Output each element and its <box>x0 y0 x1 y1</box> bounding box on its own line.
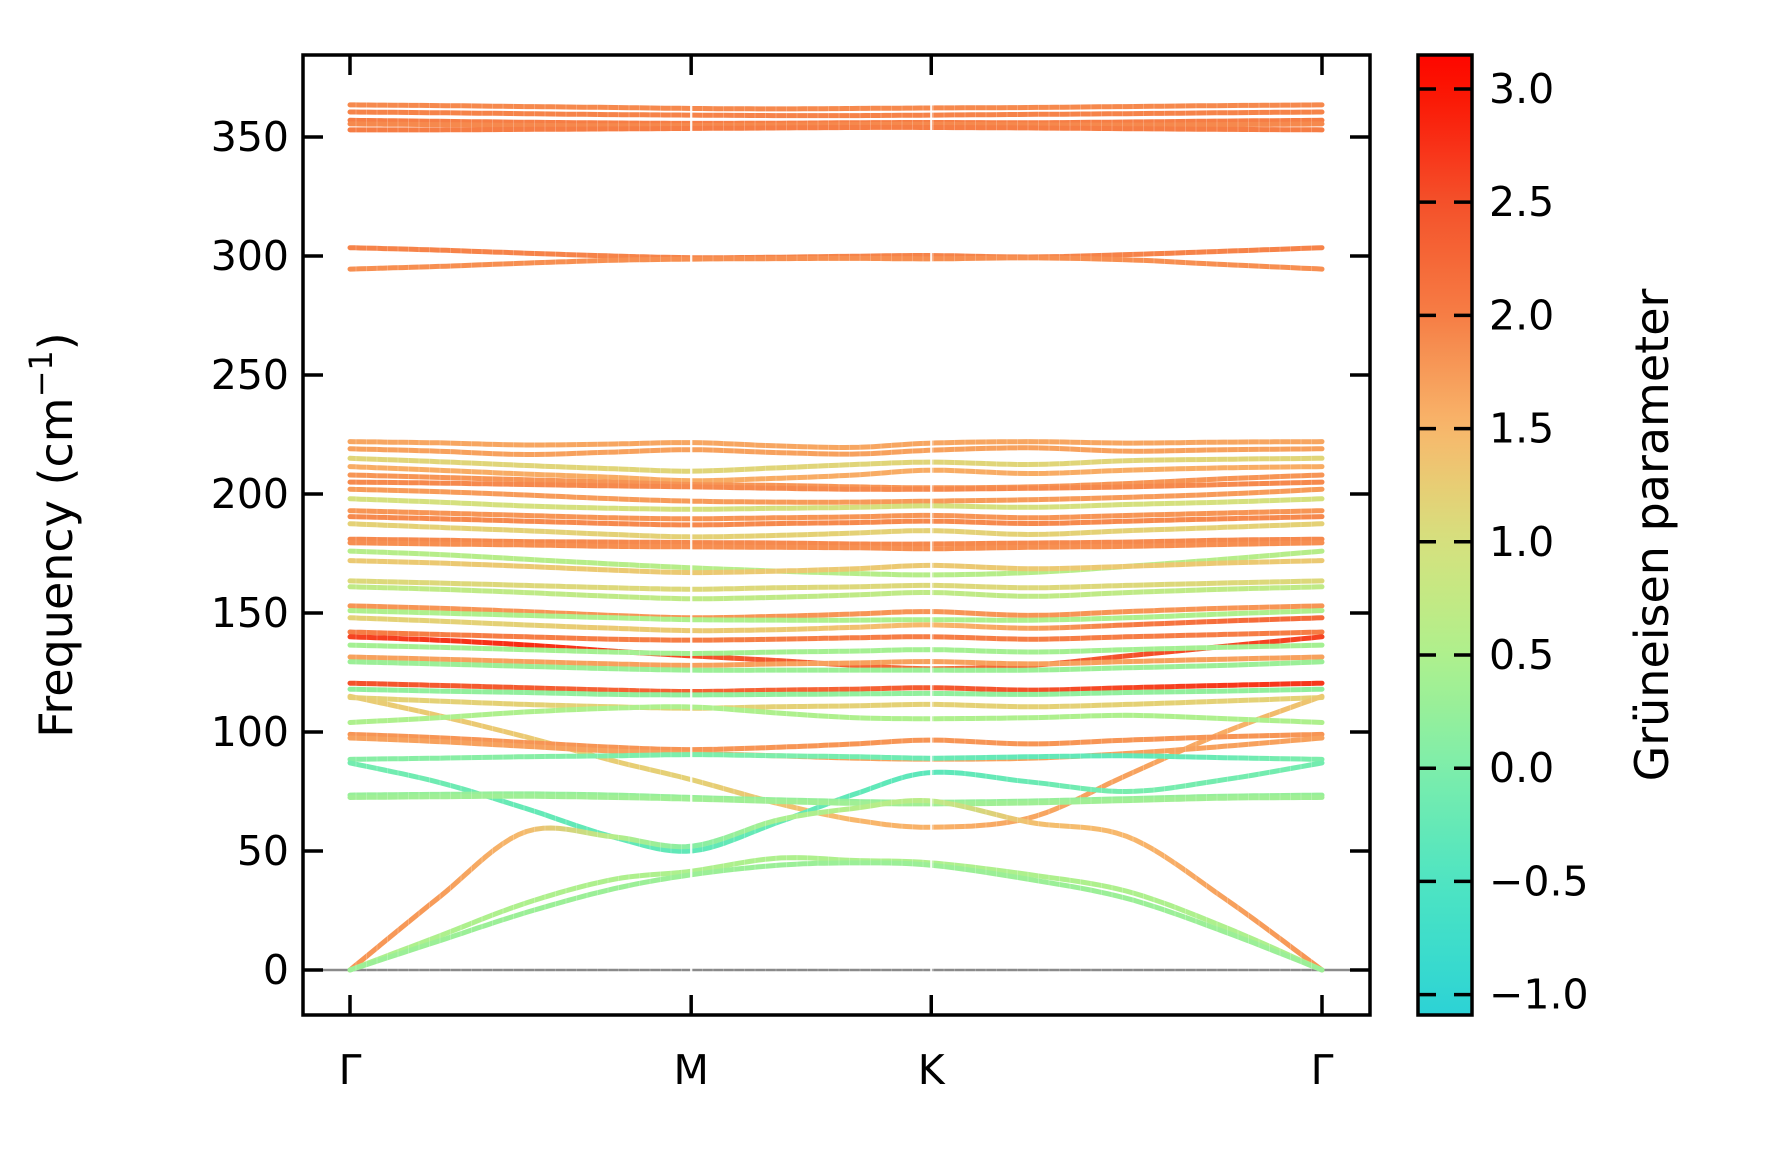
phonon-band <box>347 102 1325 112</box>
phonon-band <box>347 855 1325 973</box>
phonon-band <box>347 445 1325 457</box>
phonon-band <box>347 752 1325 762</box>
phonon-band <box>347 642 1325 656</box>
phonon-band <box>347 731 1325 753</box>
phonon-band <box>347 603 1325 621</box>
y-tick-label: 100 <box>211 708 289 756</box>
phonon-band <box>347 472 1325 491</box>
phonon-band <box>347 121 1325 129</box>
tick-labels: 0 50 100 150 200 250 300 350 Γ M K Γ <box>211 113 1334 1094</box>
band-segment-texture <box>355 59 1312 1011</box>
colorbar: 3.0 2.5 2.0 1.5 1.0 0.5 0.0 −0.5 −1.0 <box>1416 53 1589 1019</box>
phonon-band <box>347 798 1325 973</box>
colorbar-gradient <box>1418 55 1472 1015</box>
phonon-band <box>347 686 1325 698</box>
y-axis-label: Frequency (cm−1) <box>22 332 83 737</box>
phonon-band <box>347 578 1325 592</box>
x-tick-label: Γ <box>1311 1046 1334 1094</box>
phonon-band <box>347 109 1325 119</box>
phonon-band <box>347 464 1325 484</box>
x-tick-label: Γ <box>339 1046 362 1094</box>
phonon-band <box>347 479 1325 492</box>
colorbar-tick-label: 2.0 <box>1489 291 1554 339</box>
colorbar-tick-label: 3.0 <box>1489 65 1554 113</box>
phonon-band <box>347 615 1325 634</box>
colorbar-border <box>1416 53 1474 1017</box>
phonon-bands <box>347 102 1325 973</box>
y-tick-label: 300 <box>211 232 289 280</box>
y-tick-label: 250 <box>211 351 289 399</box>
colorbar-tick-label: 1.5 <box>1489 405 1554 453</box>
phonon-band <box>347 439 1325 450</box>
phonon-band <box>347 695 1325 711</box>
colorbar-tick-label: −0.5 <box>1489 857 1589 905</box>
phonon-band <box>347 584 1325 602</box>
phonon-band <box>347 536 1325 547</box>
phonon-band <box>347 760 1325 854</box>
phonon-band <box>347 540 1325 552</box>
colorbar-tick-label: 0.5 <box>1489 631 1554 679</box>
axes-spines <box>301 53 1372 1017</box>
colorbar-tick-label: 0.0 <box>1489 744 1554 792</box>
colorbar-tick-label: −1.0 <box>1489 971 1589 1019</box>
x-tick-label: M <box>673 1046 708 1094</box>
phonon-band <box>347 608 1325 623</box>
colorbar-tick-label: 2.5 <box>1489 178 1554 226</box>
phonon-band <box>347 496 1325 512</box>
phonon-band <box>347 629 1325 643</box>
phonon-band <box>347 486 1325 505</box>
phonon-band <box>347 558 1325 576</box>
y-tick-label: 150 <box>211 589 289 637</box>
axes-frame <box>301 53 1372 1017</box>
phonon-band <box>347 255 1325 272</box>
phonon-band <box>347 659 1325 673</box>
phonon-band <box>347 124 1325 133</box>
y-tick-label: 50 <box>237 827 289 875</box>
phonon-band <box>347 455 1325 474</box>
colorbar-label: Grüneisen parameter <box>1625 288 1679 781</box>
phonon-band <box>347 508 1325 522</box>
colorbar-tick-label: 1.0 <box>1489 518 1554 566</box>
phonon-band <box>347 680 1325 694</box>
y-tick-label: 200 <box>211 470 289 518</box>
phonon-band <box>347 860 1325 973</box>
phonon-band <box>347 514 1325 528</box>
segment-seams <box>690 58 933 1012</box>
y-tick-label: 0 <box>263 946 289 994</box>
phonon-band <box>347 704 1325 725</box>
x-tick-label: K <box>918 1046 946 1094</box>
phonon-band <box>347 654 1325 668</box>
phonon-band <box>347 793 1325 807</box>
y-tick-label: 350 <box>211 113 289 161</box>
phonon-band <box>347 521 1325 540</box>
